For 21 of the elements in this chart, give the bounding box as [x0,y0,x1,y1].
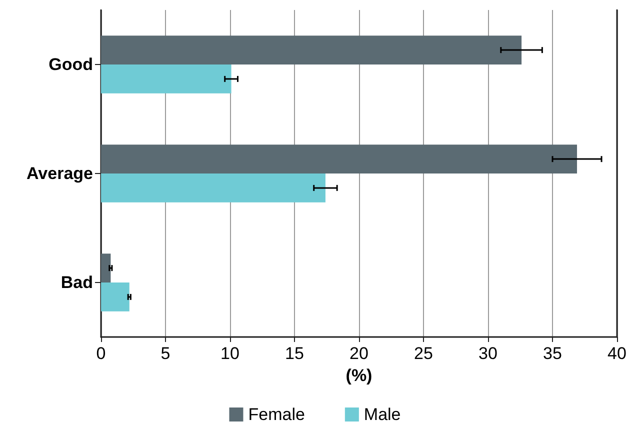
x-tick-label: 30 [478,344,498,363]
x-tick-label: 10 [220,344,240,363]
legend-label: Male [364,405,401,424]
bar [101,254,111,282]
bar [101,282,130,312]
y-tick-label: Good [48,55,93,74]
bar [101,174,326,202]
bar [101,64,232,94]
y-tick-label: Average [26,164,93,183]
bar [101,144,578,174]
x-axis-title: (%) [346,366,372,385]
y-tick-label: Bad [60,273,93,292]
bar [101,36,522,64]
x-tick-label: 15 [285,344,304,363]
legend-label: Female [248,405,305,424]
x-tick-label: 35 [543,344,562,363]
x-tick-label: 5 [160,344,170,363]
x-tick-label: 20 [350,344,368,363]
x-tick-label: 25 [414,344,433,363]
x-tick-label: 0 [96,344,106,363]
x-tick-label: 40 [608,344,626,363]
